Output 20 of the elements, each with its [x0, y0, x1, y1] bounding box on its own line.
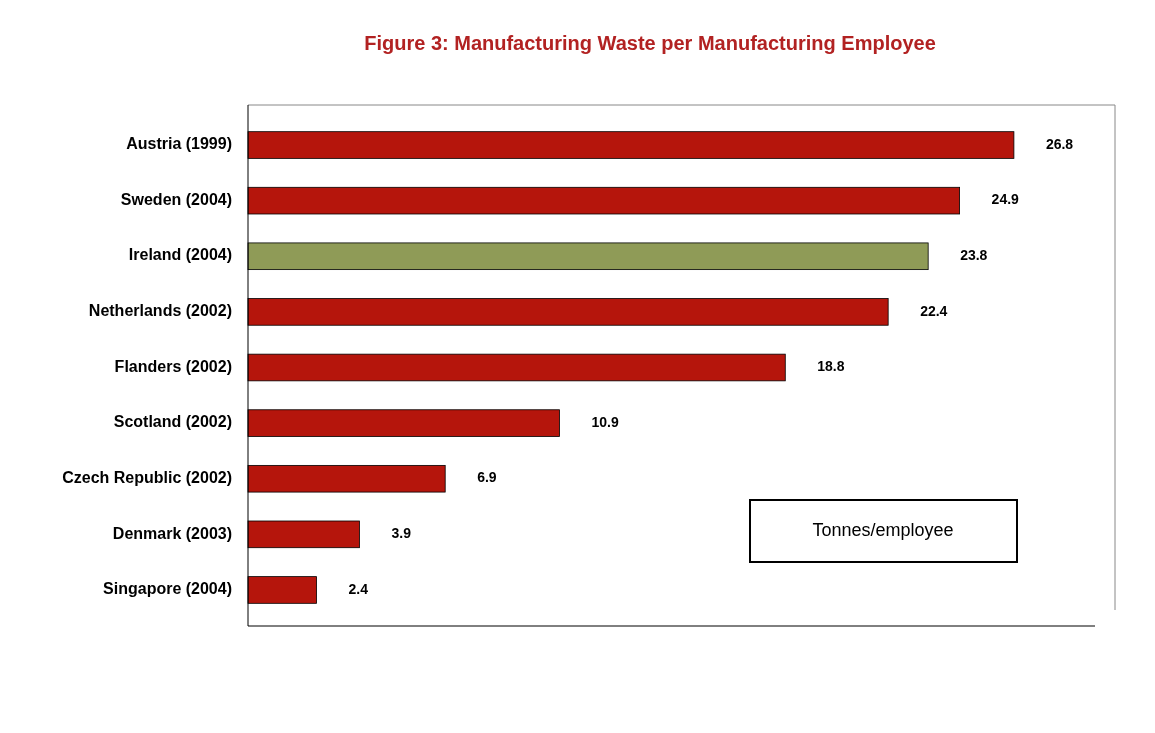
- data-label: 24.9: [991, 191, 1020, 208]
- data-label: 22.4: [920, 302, 948, 319]
- annotation: Tonnes/employee: [812, 519, 954, 540]
- data-label: 3.9: [391, 525, 412, 542]
- chart-title: Figure 3: Manufacturing Waste per Manufacturing Employee: [364, 32, 936, 54]
- y-tick-label: Singapore (2004): [103, 580, 232, 598]
- y-tick-label: Netherlands (2002): [88, 302, 232, 320]
- data-label: 2.4: [348, 580, 369, 597]
- y-tick-label: Ireland (2004): [128, 246, 232, 264]
- data-label: 23.8: [960, 246, 988, 263]
- y-tick-label: Sweden (2004): [120, 190, 232, 208]
- data-label: 18.8: [817, 358, 845, 375]
- y-tick-label: Denmark (2003): [112, 524, 232, 542]
- data-label: 6.9: [477, 469, 497, 486]
- y-tick-label: Scotland (2002): [113, 413, 232, 431]
- y-tick-label: Flanders (2002): [114, 357, 232, 375]
- y-tick-label: Austria (1999): [126, 135, 232, 153]
- data-label: 26.8: [1045, 135, 1074, 152]
- data-label: 10.9: [591, 413, 619, 430]
- y-tick-label: Czech Republic (2002): [62, 468, 232, 486]
